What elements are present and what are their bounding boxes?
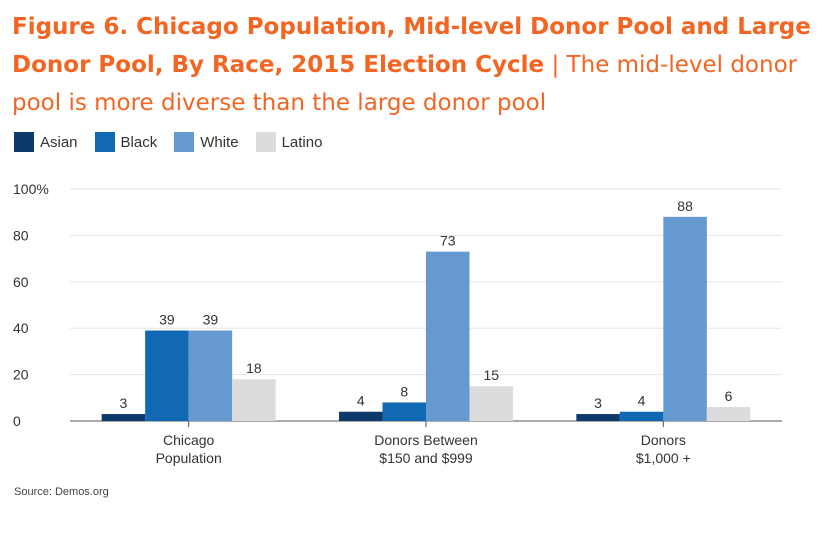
- y-tick-label: 80: [13, 227, 29, 243]
- legend-swatch-white: [174, 132, 195, 152]
- x-tick-label: Chicago Population: [156, 432, 222, 466]
- legend-swatch-asian: [14, 132, 34, 152]
- legend-label-asian: Asian: [40, 133, 78, 151]
- x-tick-label-line: Donors Between: [374, 432, 478, 448]
- legend: Asian Black White Latino: [14, 132, 339, 152]
- y-tick-label: 100%: [13, 181, 49, 197]
- data-label: 39: [159, 312, 175, 328]
- legend-label-latino: Latino: [281, 133, 323, 151]
- data-label: 4: [638, 393, 646, 409]
- data-label: 39: [203, 312, 219, 328]
- data-label: 8: [400, 383, 408, 399]
- x-tick-label: Donors Between $150 and $999: [374, 432, 478, 466]
- legend-item-white: White: [174, 132, 239, 152]
- bar-white: [663, 216, 707, 421]
- legend-item-asian: Asian: [14, 132, 78, 152]
- legend-item-latino: Latino: [255, 132, 323, 152]
- bar-black: [382, 402, 426, 421]
- data-label: 3: [594, 395, 602, 411]
- title-separator: |: [544, 52, 567, 78]
- data-label: 15: [483, 367, 499, 383]
- legend-swatch-black: [94, 132, 115, 152]
- legend-item-black: Black: [94, 132, 158, 152]
- chart-subtitle: The mid-level donor pool is more diverse…: [12, 52, 798, 116]
- bar-white: [188, 330, 233, 421]
- bar-asian: [576, 414, 620, 421]
- bar-asian: [101, 414, 146, 421]
- y-tick-label: 60: [13, 274, 29, 290]
- y-tick-label: 0: [13, 413, 21, 429]
- bar-latino: [706, 407, 751, 421]
- legend-swatch-latino: [255, 132, 276, 152]
- y-tick-label: 40: [13, 320, 29, 336]
- x-tick-label-line: Donors: [641, 432, 686, 448]
- x-tick-label-line: $1,000 +: [636, 450, 691, 466]
- x-tick-label-line: $150 and $999: [379, 450, 473, 466]
- title-bold: Figure 6. Chicago Population, Mid-level …: [12, 14, 811, 78]
- x-tick-label-line: Population: [156, 450, 222, 466]
- data-label: 73: [440, 233, 456, 249]
- bar-black: [619, 411, 664, 421]
- x-tick-label: Donors $1,000 +: [636, 432, 691, 466]
- data-label: 3: [120, 395, 128, 411]
- y-tick-label: 20: [13, 367, 29, 383]
- bar-asian: [339, 411, 383, 421]
- bar-latino: [232, 379, 276, 421]
- x-tick-label-line: Chicago: [163, 432, 215, 448]
- data-label: 4: [357, 393, 365, 409]
- data-label: 18: [246, 360, 262, 376]
- bar-latino: [469, 386, 513, 421]
- data-label: 6: [725, 388, 733, 404]
- source-note: Source: Demos.org: [14, 486, 109, 498]
- legend-label-black: Black: [120, 133, 158, 151]
- bar-white: [426, 251, 470, 421]
- legend-label-white: White: [200, 133, 239, 151]
- chart-title: Figure 6. Chicago Population, Mid-level …: [12, 8, 812, 122]
- bar-black: [145, 330, 189, 421]
- data-label: 88: [677, 198, 693, 214]
